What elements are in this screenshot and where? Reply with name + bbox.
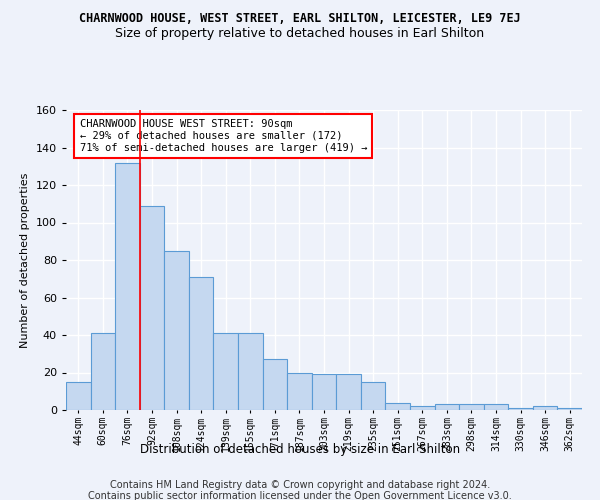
Bar — [533, 406, 557, 410]
Text: Contains HM Land Registry data © Crown copyright and database right 2024.: Contains HM Land Registry data © Crown c… — [110, 480, 490, 490]
Bar — [189, 277, 214, 410]
Bar — [508, 408, 533, 410]
Bar — [484, 404, 508, 410]
Bar — [557, 408, 582, 410]
Bar — [91, 333, 115, 410]
Bar — [459, 404, 484, 410]
Bar — [238, 333, 263, 410]
Bar — [312, 374, 336, 410]
Bar — [287, 372, 312, 410]
Text: CHARNWOOD HOUSE WEST STREET: 90sqm
← 29% of detached houses are smaller (172)
71: CHARNWOOD HOUSE WEST STREET: 90sqm ← 29%… — [80, 120, 367, 152]
Bar — [164, 250, 189, 410]
Bar — [66, 382, 91, 410]
Text: Size of property relative to detached houses in Earl Shilton: Size of property relative to detached ho… — [115, 28, 485, 40]
Bar — [385, 402, 410, 410]
Bar — [361, 382, 385, 410]
Bar — [140, 206, 164, 410]
Text: Distribution of detached houses by size in Earl Shilton: Distribution of detached houses by size … — [140, 442, 460, 456]
Bar — [434, 404, 459, 410]
Bar — [115, 162, 140, 410]
Bar — [214, 333, 238, 410]
Text: Contains public sector information licensed under the Open Government Licence v3: Contains public sector information licen… — [88, 491, 512, 500]
Text: CHARNWOOD HOUSE, WEST STREET, EARL SHILTON, LEICESTER, LE9 7EJ: CHARNWOOD HOUSE, WEST STREET, EARL SHILT… — [79, 12, 521, 26]
Y-axis label: Number of detached properties: Number of detached properties — [20, 172, 30, 348]
Bar — [410, 406, 434, 410]
Bar — [263, 360, 287, 410]
Bar — [336, 374, 361, 410]
